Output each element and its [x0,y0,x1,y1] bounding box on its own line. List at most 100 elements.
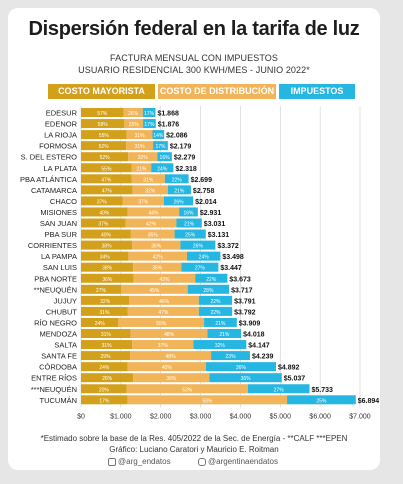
category-label: SAN JUAN [40,219,77,228]
percent-label: 22% [211,310,222,316]
legend-mayorista: COSTO MAYORISTA [48,84,155,99]
percent-label: 22% [206,277,217,283]
twitter-handle: @arg_endatos [108,457,171,466]
chart-title: Dispersión federal en la tarifa de luz [28,18,360,40]
category-label: CATAMARCA [31,186,77,195]
instagram-icon [198,457,206,466]
bar-segment [198,306,233,316]
instagram-handle-text: @argentinaendatos [208,457,278,466]
bar-segment [128,152,158,162]
x-tick-label: $0 [77,413,85,420]
category-label: RÍO NEGRO [34,318,77,327]
bar-segment [81,329,131,338]
category-label: EDENOR [45,120,78,129]
total-label: $2.758 [193,188,215,195]
percent-label: 38% [102,266,113,272]
bar-segment [187,284,230,294]
total-label: $3.372 [217,243,239,250]
category-label: MENDOZA [40,330,78,339]
bar-segment [133,262,182,272]
x-tick-label: $1.000 [110,413,132,420]
total-label: $3.673 [229,276,251,283]
bar-segment [132,240,181,250]
category-label: SAN LUIS [43,263,77,272]
category-label: CÓRDOBA [39,363,77,372]
percent-label: 32% [215,343,226,349]
percent-label: 17% [144,122,155,128]
chart-subtitle: FACTURA MENSUAL CON IMPUESTOS [110,53,278,63]
percent-label: 17% [144,111,155,117]
bar-segment [81,295,130,305]
percent-label: 31% [143,177,154,183]
total-label: $6.894 [358,398,380,405]
bar-segment [207,329,242,338]
bar-segment [205,362,276,372]
bar-segment [125,218,177,228]
percent-label: 24% [99,365,110,371]
percent-label: 46% [159,299,170,305]
legend-impuestos: IMPUESTOS [279,84,355,99]
percent-label: 38% [102,244,113,250]
percent-label: 22% [210,299,221,305]
percent-label: 53% [182,387,193,393]
percent-label: 44% [148,210,159,216]
total-label: $4.892 [278,365,300,372]
footnote: *Estimado sobre la base de la Res. 405/2… [40,434,348,443]
bar-segment [180,240,216,250]
percent-label: 55% [156,321,167,327]
percent-label: 42% [159,277,170,283]
bar-segment [127,362,206,372]
bar-segment [151,163,174,173]
bar-segment [129,295,199,305]
total-label: $2.179 [170,144,192,151]
x-tick-label: $6.000 [309,413,331,420]
bar-segment [127,306,199,316]
percent-label: 21% [215,321,226,327]
percent-label: 29% [100,354,111,360]
bar-segment [81,174,132,184]
infographic-card: Dispersión federal en la tarifa de luz F… [8,8,380,470]
percent-label: 17% [155,144,166,150]
category-label: TUCUMÁN [40,396,78,405]
percent-label: 55% [99,133,110,139]
percent-label: 31% [102,343,113,349]
percent-label: 36% [102,277,113,283]
percent-label: 32% [138,155,149,161]
x-tick-label: $4.000 [230,413,252,420]
stacked-bar-chart: $0 $1.000 $2.000 $3.000 $4.000 $5.000 $6.000 $7… [20,106,380,420]
bar-segment [81,395,128,405]
percent-label: 21% [137,166,148,172]
percent-label: 58% [202,398,213,404]
bar-segment [128,251,187,261]
legend-distribucion: COSTO DE DISTRIBUCIÓN [158,84,276,99]
percent-label: 31% [99,310,110,316]
category-label: SANTA FE [41,352,77,361]
category-label: CORRIENTES [28,241,77,250]
total-label: $3.498 [222,254,244,261]
category-label: **NEUQUÉN [34,285,77,294]
percent-label: 24% [95,321,106,327]
percent-label: 21% [219,332,230,338]
total-label: $2.014 [195,199,217,206]
bar-segment [81,306,128,316]
percent-label: 55% [101,166,112,172]
percent-label: 31% [135,144,146,150]
bar-segment [179,207,198,217]
percent-label: 36% [241,376,252,382]
percent-label: 28% [203,288,214,294]
bar-segment [81,141,127,151]
percent-label: 25% [129,122,140,128]
category-label: CHUBUT [46,307,78,316]
percent-label: 36% [236,365,247,371]
category-label: S. DEL ESTERO [21,153,78,162]
percent-label: 26% [102,376,113,382]
bar-segment [123,108,143,117]
bar-segment [81,351,130,361]
percent-label: 32% [145,188,156,194]
bar-segment [176,218,202,228]
bar-segment [132,340,194,350]
total-label: $3.031 [204,221,226,228]
percent-label: 14% [153,133,164,139]
bar-segment [209,373,282,383]
percent-label: 21% [184,222,195,228]
